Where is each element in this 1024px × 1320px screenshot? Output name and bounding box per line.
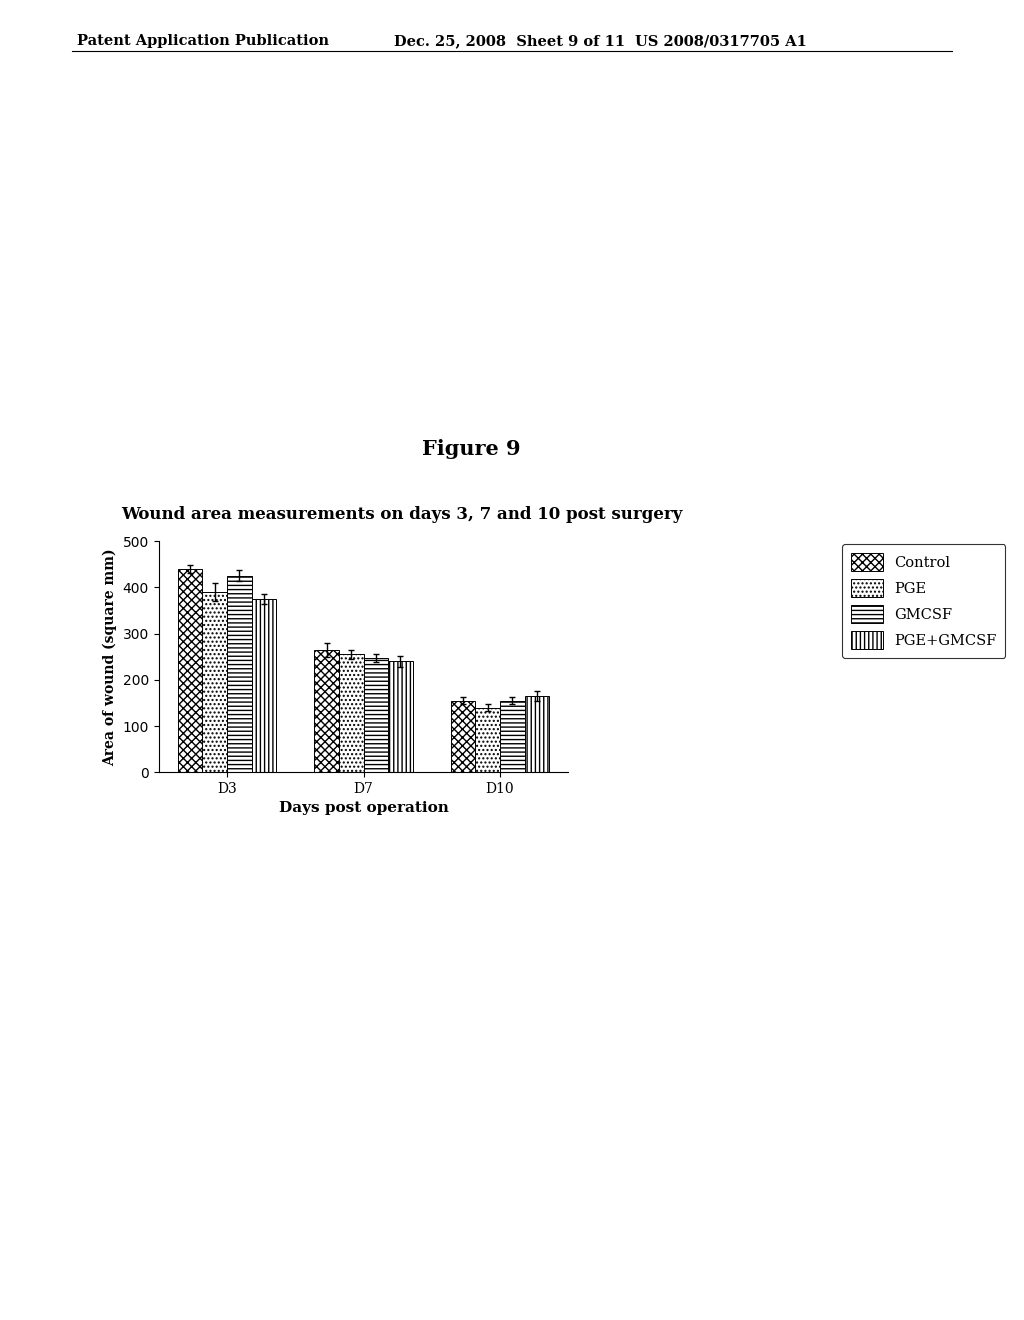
Text: US 2008/0317705 A1: US 2008/0317705 A1 [635, 34, 807, 49]
Bar [451, 701, 475, 772]
Bar [524, 696, 549, 772]
Text: Dec. 25, 2008  Sheet 9 of 11: Dec. 25, 2008 Sheet 9 of 11 [394, 34, 626, 49]
Bar [314, 649, 339, 772]
Bar [339, 655, 364, 772]
Bar [203, 591, 227, 772]
Bar [500, 701, 524, 772]
Bar [475, 708, 500, 772]
Text: Figure 9: Figure 9 [422, 438, 520, 459]
Y-axis label: Area of wound (square mm): Area of wound (square mm) [102, 548, 117, 766]
Text: Patent Application Publication: Patent Application Publication [77, 34, 329, 49]
Bar [178, 569, 203, 772]
Bar [364, 659, 388, 772]
X-axis label: Days post operation: Days post operation [279, 801, 449, 816]
Bar [227, 576, 252, 772]
Bar [252, 599, 276, 772]
Text: Wound area measurements on days 3, 7 and 10 post surgery: Wound area measurements on days 3, 7 and… [121, 507, 682, 523]
Bar [388, 661, 413, 772]
Legend: Control, PGE, GMCSF, PGE+GMCSF: Control, PGE, GMCSF, PGE+GMCSF [842, 544, 1006, 659]
